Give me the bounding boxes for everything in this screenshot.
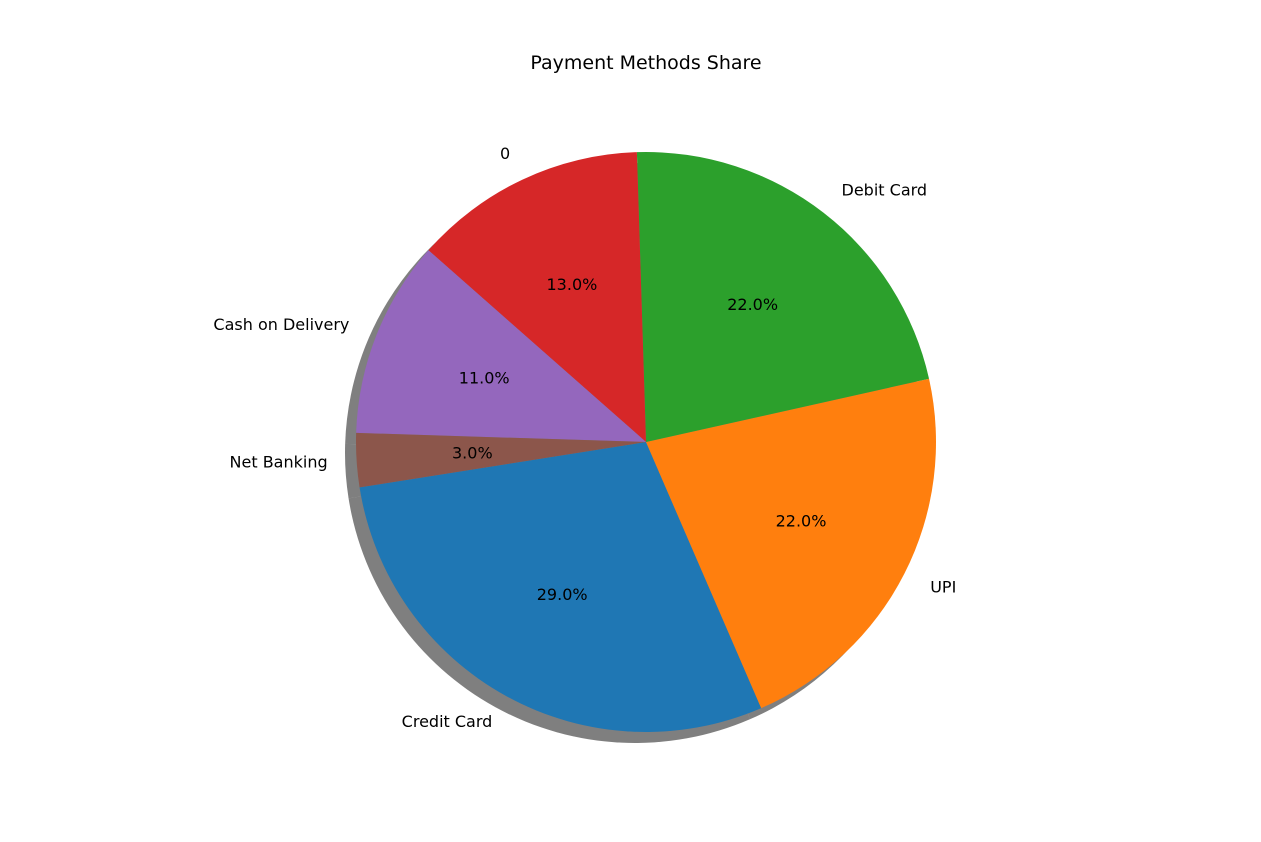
pie-slices bbox=[356, 151, 936, 733]
pie-labels: Credit Card 29.0% UPI 22.0% Debit Card 22.0% 0… bbox=[213, 144, 956, 731]
slice-debit-card bbox=[636, 151, 930, 442]
category-label-credit-card: Credit Card bbox=[402, 712, 493, 731]
category-label-net-banking: Net Banking bbox=[230, 453, 328, 472]
category-label-debit-card: Debit Card bbox=[842, 180, 928, 199]
slice-0 bbox=[428, 152, 646, 442]
category-label-0: 0 bbox=[500, 144, 510, 163]
percent-label-credit-card: 29.0% bbox=[537, 585, 588, 604]
percent-label-debit-card: 22.0% bbox=[727, 295, 778, 314]
slice-upi bbox=[646, 378, 936, 709]
percent-label-0: 13.0% bbox=[547, 275, 598, 294]
category-label-upi: UPI bbox=[930, 577, 956, 596]
percent-label-upi: 22.0% bbox=[776, 511, 827, 530]
slice-credit-card bbox=[359, 442, 762, 733]
chart-title: Payment Methods Share bbox=[530, 52, 761, 74]
slice-net-banking bbox=[356, 432, 646, 488]
percent-label-net-banking: 3.0% bbox=[452, 443, 493, 462]
slice-cash-on-delivery bbox=[356, 250, 646, 442]
percent-label-cash-on-delivery: 11.0% bbox=[459, 368, 510, 387]
category-label-cash-on-delivery: Cash on Delivery bbox=[213, 315, 349, 334]
